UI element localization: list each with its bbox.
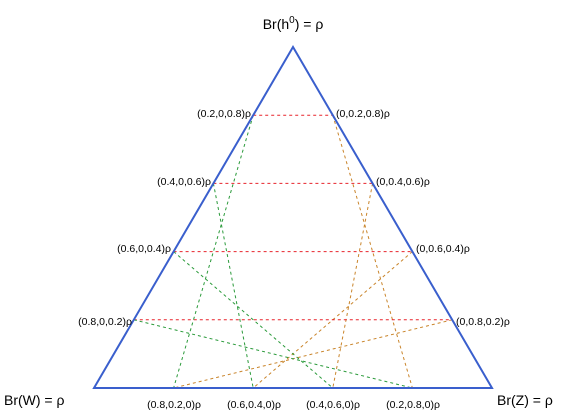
corner-label-bottom-right: Br(Z) = ρ (497, 392, 553, 408)
right-parallel-grid-line (133, 319, 413, 389)
left-parallel-grid-line (332, 183, 374, 389)
right-parallel-grid-line (173, 115, 254, 389)
right-edge-label: (0,0.4,0.6)ρ (376, 176, 430, 188)
triangle-outline (92, 45, 494, 389)
corner-label-bottom-left: Br(W) = ρ (4, 392, 64, 408)
bottom-edge-label: (0.8,0.2,0)ρ (147, 399, 201, 411)
right-edge-label: (0,0.8,0.2)ρ (456, 316, 510, 328)
left-parallel-grid-line (332, 115, 413, 389)
left-edge-label: (0.6,0,0.4)ρ (117, 243, 171, 255)
left-edge-label: (0.2,0,0.8)ρ (197, 108, 251, 120)
corner-label-top: Br(h0) = ρ (263, 15, 324, 32)
bottom-edge-label: (0.4,0.6,0)ρ (306, 399, 360, 411)
right-parallel-grid-line (173, 251, 334, 389)
right-edge-label: (0,0.6,0.4)ρ (416, 243, 470, 255)
left-edge-label: (0.4,0,0.6)ρ (157, 176, 211, 188)
right-edge-label: (0,0.2,0.8)ρ (336, 108, 390, 120)
bottom-edge-label: (0.2,0.8,0)ρ (386, 399, 440, 411)
left-edge-label: (0.8,0,0.2)ρ (78, 316, 132, 328)
bottom-edge-label: (0.6,0.4,0)ρ (227, 399, 281, 411)
left-parallel-grid-line (173, 319, 453, 389)
grid-lines (133, 114, 453, 389)
right-parallel-grid-line (212, 183, 254, 389)
